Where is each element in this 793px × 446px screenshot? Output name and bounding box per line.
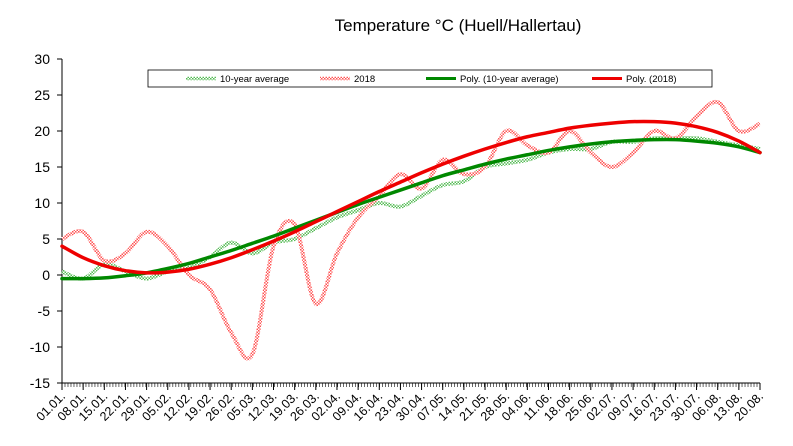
y-tick-label: -10 <box>30 339 50 355</box>
y-tick-label: 25 <box>34 87 50 103</box>
trend-line-poly-2018 <box>60 119 762 275</box>
legend-label-10-year-average: 10-year average <box>220 74 289 85</box>
y-tick-label: -5 <box>38 303 51 319</box>
y-tick-label: 10 <box>34 195 50 211</box>
series-layer <box>60 99 762 361</box>
series-line-10-year-average <box>61 135 761 281</box>
legend-label-poly-10-year-average: Poly. (10-year average) <box>460 74 559 85</box>
legend-label-2018: 2018 <box>354 74 375 85</box>
chart-title: Temperature °C (Huell/Hallertau) <box>335 16 582 35</box>
y-tick-label: 0 <box>42 267 50 283</box>
trend-line-poly-10-year-average <box>60 137 762 281</box>
legend-label-poly-2018: Poly. (2018) <box>626 74 677 85</box>
legend: 10-year average 2018 Poly. (10-year averag… <box>147 69 713 88</box>
y-tick-label: 5 <box>42 231 50 247</box>
y-tick-label: 20 <box>34 123 50 139</box>
legend-swatch-2018 <box>320 76 350 81</box>
y-tick-label: -15 <box>30 375 50 391</box>
legend-swatch-10-year-average <box>186 76 216 81</box>
y-tick-label: 30 <box>34 51 50 67</box>
y-tick-label: 15 <box>34 159 50 175</box>
